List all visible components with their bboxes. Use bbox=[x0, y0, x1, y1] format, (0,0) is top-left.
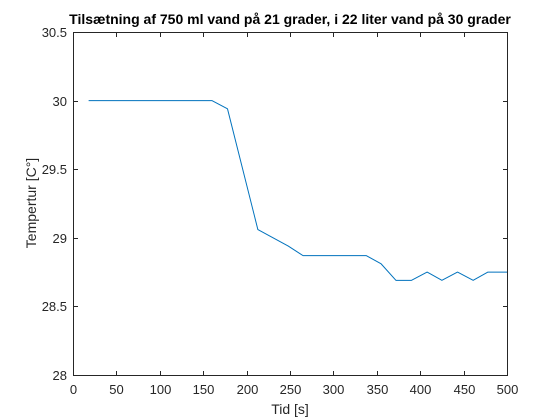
x-tick-label: 0 bbox=[70, 382, 77, 397]
y-tick-label: 30 bbox=[53, 94, 67, 109]
series-line bbox=[88, 100, 507, 281]
x-tick-label: 50 bbox=[109, 382, 123, 397]
axes-layer: 0 50 100 150 200 250 300 350 400 450 500 28 28.5 29 29… bbox=[42, 25, 519, 397]
y-tick-label: 30.5 bbox=[42, 25, 67, 40]
y-tick-label: 28 bbox=[53, 368, 67, 383]
x-tick-label: 250 bbox=[280, 382, 302, 397]
series-layer bbox=[88, 100, 507, 281]
y-axis-label: Tempertur [C°] bbox=[23, 158, 39, 248]
x-tick-label: 350 bbox=[367, 382, 389, 397]
x-tick-label: 200 bbox=[237, 382, 259, 397]
chart-title: Tilsætning af 750 ml vand på 21 grader, … bbox=[69, 11, 511, 27]
x-tick-label: 400 bbox=[410, 382, 432, 397]
x-tick-label: 150 bbox=[193, 382, 215, 397]
x-tick-label: 100 bbox=[150, 382, 172, 397]
y-tick-label: 28.5 bbox=[42, 299, 67, 314]
x-axis-label: Tid [s] bbox=[271, 401, 309, 417]
x-tick-label: 300 bbox=[323, 382, 345, 397]
y-tick-label: 29 bbox=[53, 231, 67, 246]
x-tick-label: 500 bbox=[497, 382, 519, 397]
plot-area bbox=[73, 32, 507, 375]
x-tick-label: 450 bbox=[454, 382, 476, 397]
y-tick-label: 29.5 bbox=[42, 162, 67, 177]
